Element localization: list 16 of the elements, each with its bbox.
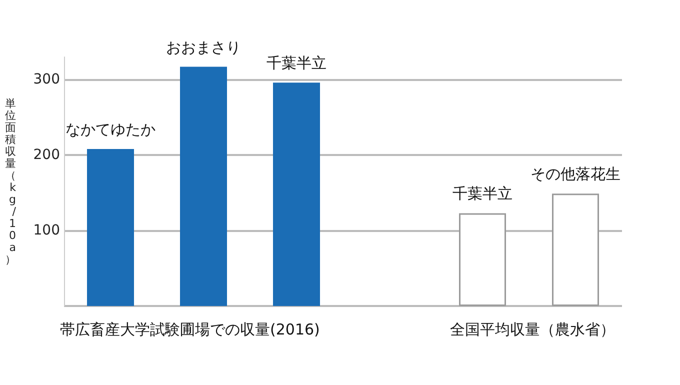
y-tick-label: 200 <box>33 147 60 164</box>
x-tick-label: 千葉半立 <box>266 54 326 72</box>
x-tick-label: その他落花生 <box>530 165 620 184</box>
bar <box>552 194 599 306</box>
text: 単位面積収量（kg/10a） <box>5 97 16 266</box>
bar <box>459 213 506 306</box>
text: 全国平均収量（農水省） <box>450 320 615 338</box>
x-tick-label: おおまさり <box>166 38 241 56</box>
text: 帯広畜産大学試験圃場での収量(2016) <box>60 320 320 338</box>
bar <box>180 66 227 306</box>
bar <box>87 149 134 306</box>
x-tick-label: 千葉半立 <box>452 184 512 203</box>
bar <box>273 82 320 306</box>
y-tick-label: 100 <box>33 222 60 239</box>
x-tick-label: なかてゆたか <box>66 120 156 139</box>
y-tick-label: 300 <box>33 72 60 88</box>
